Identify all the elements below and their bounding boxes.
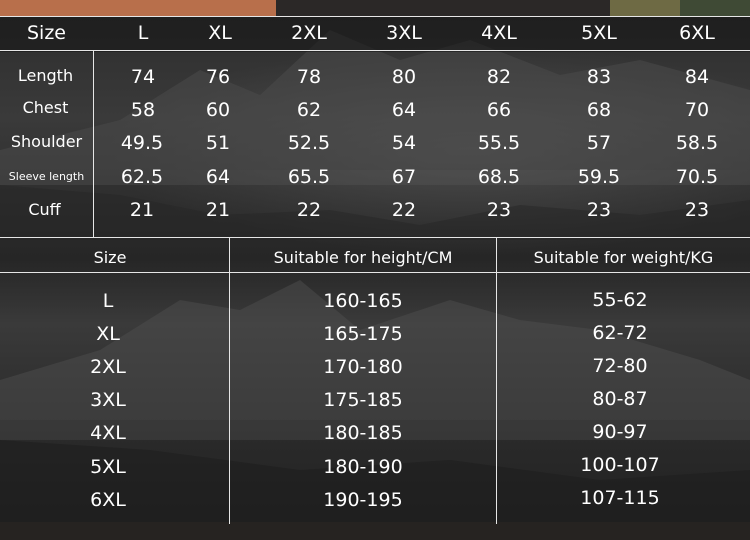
table2-size-l: L [102,290,114,312]
product-photo-strip [0,0,750,16]
chest-4xl: 66 [486,99,512,121]
table2-size-6xl: 6XL [90,489,126,511]
table2-header-weight: Suitable for weight/KG [533,248,714,267]
shoulder-2xl: 52.5 [287,132,331,154]
cuff-5xl: 23 [586,199,612,221]
photo-swatch-black [276,0,610,16]
table2-height-4xl: 180-185 [323,422,403,444]
table2-size-xl: XL [96,323,120,345]
table2-height-3xl: 175-185 [323,389,403,411]
shoulder-l: 49.5 [120,132,164,154]
table1-header-label: Size [26,22,66,44]
table2-size-2xl: 2XL [90,356,126,378]
table2-weight-4xl: 90-97 [592,421,648,443]
length-3xl: 80 [391,66,417,88]
size-header-2xl: 2XL [291,22,327,44]
table2-weight-l: 55-62 [592,289,648,311]
shoulder-xl: 51 [205,132,231,154]
size-header-5xl: 5XL [581,22,617,44]
shoulder-5xl: 57 [586,132,612,154]
table2-weight-5xl: 100-107 [580,454,660,476]
photo-swatch-khaki [610,0,680,16]
length-xl: 76 [205,66,231,88]
cuff-2xl: 22 [296,199,322,221]
bottom-strip [0,522,750,540]
length-4xl: 82 [486,66,512,88]
size-header-6xl: 6XL [679,22,715,44]
size-header-xl: XL [208,22,232,44]
photo-swatch-green [680,0,750,16]
table2-header-size: Size [93,248,127,267]
table2-header-divider [0,272,750,273]
cuff-4xl: 23 [486,199,512,221]
cuff-xl: 21 [205,199,231,221]
length-2xl: 78 [296,66,322,88]
table2-column-divider-1 [229,238,230,524]
table2-height-6xl: 190-195 [323,489,403,511]
photo-swatch-orange [0,0,276,16]
table2-height-xl: 165-175 [323,323,403,345]
sleeve-xl: 64 [205,166,231,188]
sleeve-3xl: 67 [391,166,417,188]
table2-column-divider-2 [496,238,497,524]
table1-header-divider [0,50,750,51]
length-l: 74 [130,66,156,88]
table2-size-5xl: 5XL [90,456,126,478]
row-label-sleeve-length: Sleeve length [8,170,85,183]
table2-size-3xl: 3XL [90,389,126,411]
table2-weight-2xl: 72-80 [592,355,648,377]
size-header-4xl: 4XL [481,22,517,44]
chest-3xl: 64 [391,99,417,121]
cuff-6xl: 23 [684,199,710,221]
cuff-l: 21 [129,199,155,221]
chest-xl: 60 [205,99,231,121]
row-label-length: Length [17,66,74,85]
size-header-3xl: 3XL [386,22,422,44]
table2-header-height: Suitable for height/CM [273,248,453,267]
chest-2xl: 62 [296,99,322,121]
table2-size-4xl: 4XL [90,422,126,444]
sleeve-5xl: 59.5 [577,166,621,188]
sleeve-6xl: 70.5 [675,166,719,188]
sleeve-l: 62.5 [120,166,164,188]
cuff-3xl: 22 [391,199,417,221]
table2-height-5xl: 180-190 [323,456,403,478]
chest-6xl: 70 [684,99,710,121]
sleeve-2xl: 65.5 [287,166,331,188]
chest-5xl: 68 [586,99,612,121]
shoulder-6xl: 58.5 [675,132,719,154]
table2-weight-xl: 62-72 [592,322,648,344]
table1-column-divider [93,51,94,237]
row-label-chest: Chest [22,98,69,117]
table2-weight-6xl: 107-115 [580,487,660,509]
table1-bottom-border [0,237,750,238]
sleeve-4xl: 68.5 [477,166,521,188]
size-header-l: L [137,22,149,44]
row-label-shoulder: Shoulder [10,132,83,151]
table2-weight-3xl: 80-87 [592,388,648,410]
length-5xl: 83 [586,66,612,88]
table2-height-l: 160-165 [323,290,403,312]
table2-height-2xl: 170-180 [323,356,403,378]
shoulder-4xl: 55.5 [477,132,521,154]
row-label-cuff: Cuff [28,200,61,219]
shoulder-3xl: 54 [391,132,417,154]
chest-l: 58 [130,99,156,121]
table1-top-border [0,16,750,17]
length-6xl: 84 [684,66,710,88]
